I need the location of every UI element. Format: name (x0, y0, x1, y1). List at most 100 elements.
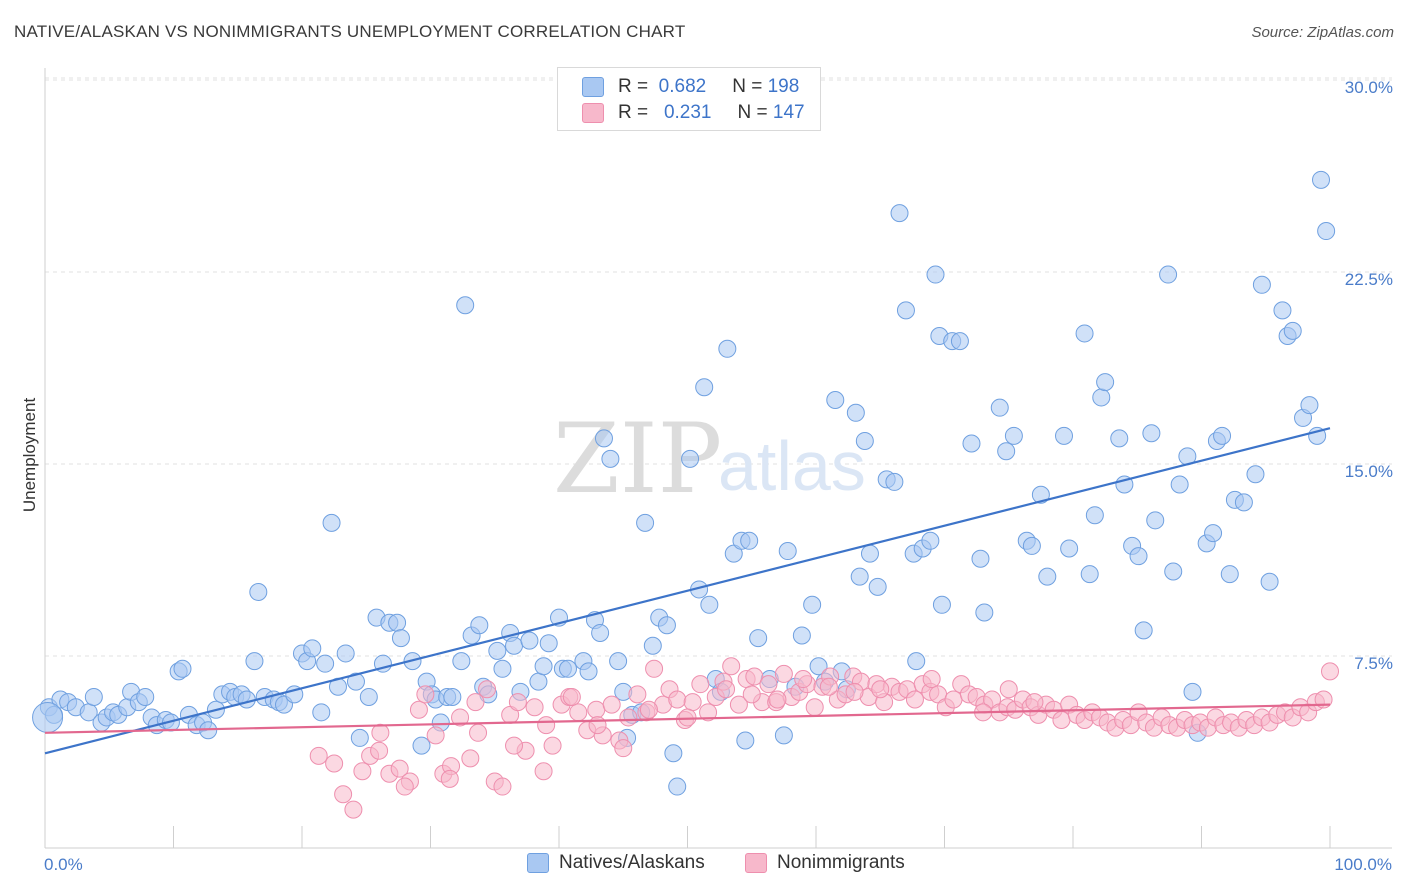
data-point (588, 716, 607, 735)
data-point (695, 378, 714, 397)
data-point (336, 644, 355, 663)
data-point (678, 708, 697, 727)
data-point (846, 403, 865, 422)
data-point (452, 652, 471, 671)
data-point (826, 391, 845, 409)
data-point (1283, 321, 1302, 340)
data-point (520, 631, 539, 650)
data-point (1170, 475, 1189, 494)
data-point (1052, 711, 1071, 729)
data-point (1025, 693, 1044, 712)
data-point (809, 657, 828, 676)
data-point (508, 693, 527, 712)
y-axis-label: Unemployment (20, 398, 39, 513)
series-natives-alaskans (32, 170, 1336, 796)
data-point (249, 583, 268, 601)
data-point (1004, 426, 1023, 445)
data-point (768, 690, 787, 709)
data-point (1183, 682, 1202, 701)
data-point (1260, 572, 1279, 591)
stats-swatch-nonimmigrants (582, 103, 604, 123)
data-point (390, 759, 409, 778)
data-point (587, 700, 606, 719)
data-point (868, 577, 887, 596)
data-point (470, 616, 489, 635)
data-point (312, 703, 331, 722)
data-point (1273, 301, 1292, 320)
data-point (639, 700, 658, 719)
series-nonimmigrants (309, 657, 1339, 819)
data-point (691, 675, 710, 694)
data-point (409, 700, 428, 719)
x-tick-label: 0.0% (44, 855, 83, 874)
data-point (344, 800, 363, 819)
data-point (657, 616, 676, 635)
data-point (602, 695, 621, 714)
data-point (855, 431, 874, 450)
data-point (1060, 539, 1079, 558)
data-point (896, 301, 915, 320)
data-point (1252, 275, 1271, 294)
data-point (1096, 373, 1115, 392)
data-point (1075, 324, 1094, 343)
data-point (334, 785, 353, 804)
data-point (370, 741, 389, 760)
data-point (742, 685, 761, 704)
data-point (594, 429, 613, 448)
data-point (803, 595, 822, 614)
data-point (717, 680, 736, 699)
stats-swatch-natives (582, 77, 604, 97)
data-point (860, 544, 879, 563)
data-point (440, 769, 459, 788)
data-point (609, 652, 628, 671)
r-value: 0.682 (658, 76, 707, 97)
data-point (1142, 424, 1161, 443)
data-point (534, 657, 553, 676)
data-point (885, 472, 904, 491)
data-point (749, 629, 768, 648)
y-tick-label: 15.0% (1345, 462, 1393, 481)
data-point (1031, 485, 1050, 504)
data-point (412, 736, 431, 755)
data-point (997, 442, 1016, 461)
data-point (1321, 662, 1339, 681)
data-point (1146, 511, 1165, 530)
r-label: R = (618, 76, 649, 97)
data-point (1055, 426, 1074, 445)
x-tick-label: 100.0% (1334, 855, 1392, 874)
data-point (645, 659, 664, 678)
data-point (664, 744, 683, 763)
data-point (395, 777, 414, 796)
trend-lines (44, 427, 1331, 755)
data-point (451, 708, 470, 727)
data-point (740, 531, 759, 550)
data-point (478, 680, 497, 699)
data-point (537, 716, 556, 735)
data-point (950, 332, 969, 351)
data-point (316, 654, 335, 673)
legend-item-nonimmigrants[interactable]: Nonimmigrants (745, 852, 905, 874)
data-point (353, 762, 372, 781)
data-point (1164, 562, 1183, 581)
data-point (543, 736, 562, 755)
data-point (683, 693, 702, 712)
legend-swatch-nonimmigrants (745, 853, 767, 873)
data-point (591, 623, 610, 642)
y-tick-label: 7.5% (1354, 654, 1393, 673)
data-point (1246, 465, 1265, 484)
r-label: R = (618, 102, 649, 123)
data-point (643, 636, 662, 655)
legend-item-natives[interactable]: Natives/Alaskans (527, 852, 705, 874)
legend-swatch-natives (527, 853, 549, 873)
data-point (505, 736, 524, 755)
data-point (794, 670, 813, 689)
data-point (493, 659, 512, 678)
data-point (905, 690, 924, 709)
data-point (774, 664, 793, 683)
data-point (619, 708, 638, 727)
data-point (890, 204, 909, 223)
data-point (805, 698, 824, 717)
data-point (614, 739, 633, 758)
data-point (569, 703, 588, 722)
